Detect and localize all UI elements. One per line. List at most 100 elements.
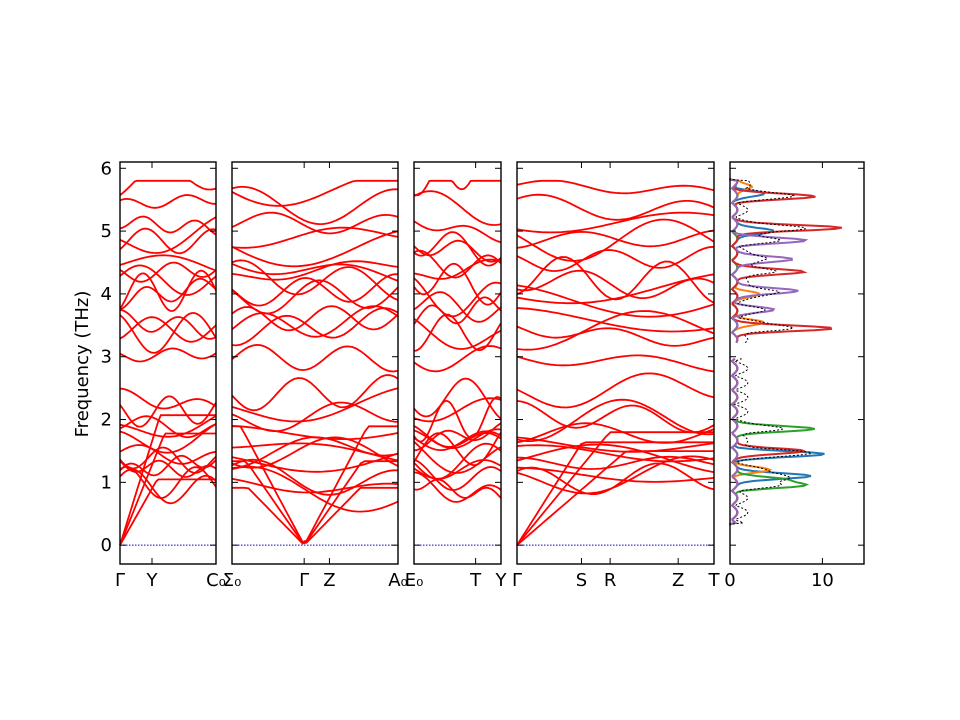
band-line xyxy=(516,422,715,444)
band-line xyxy=(231,185,398,226)
band-line xyxy=(413,422,502,452)
band-line xyxy=(119,179,217,196)
band-panel-frame xyxy=(231,161,399,565)
band-line xyxy=(516,444,715,463)
band-line xyxy=(119,261,217,283)
band-line xyxy=(119,395,217,428)
band-line xyxy=(119,316,217,343)
band-line xyxy=(231,343,399,373)
band-line xyxy=(119,446,217,474)
band-line xyxy=(231,211,399,235)
band-panel-frame xyxy=(516,161,715,565)
band-line xyxy=(119,415,217,438)
k-point-label: Z xyxy=(323,570,335,591)
dos-partial-line xyxy=(729,357,815,526)
band-line xyxy=(413,231,502,267)
band-panel-frame xyxy=(413,161,502,565)
band-line xyxy=(516,450,714,546)
dos-partial-line xyxy=(729,178,766,344)
band-line xyxy=(413,296,502,325)
k-point-label: S xyxy=(576,570,587,591)
dos-partial-line xyxy=(729,357,739,526)
dos-panel-frame xyxy=(729,161,865,565)
band-line xyxy=(516,354,715,373)
band-line xyxy=(231,452,399,473)
band-line xyxy=(119,468,217,505)
panel-frames xyxy=(119,161,865,565)
band-line xyxy=(231,305,399,338)
dos-lines xyxy=(729,178,842,526)
band-line xyxy=(516,436,715,453)
band-line xyxy=(516,269,715,300)
band-line xyxy=(231,260,399,281)
band-line xyxy=(231,477,399,494)
band-line xyxy=(413,471,502,503)
band-line xyxy=(119,423,217,454)
band-line xyxy=(232,486,398,545)
y-tick-label: 2 xyxy=(101,410,112,431)
y-tick-label: 3 xyxy=(101,347,112,368)
y-tick-label: 6 xyxy=(101,158,112,179)
band-line xyxy=(231,263,399,282)
band-line xyxy=(231,179,398,207)
dos-x-tick-label: 10 xyxy=(811,570,834,591)
band-line xyxy=(231,425,399,441)
band-line xyxy=(119,414,216,546)
y-tick-label: 0 xyxy=(101,535,112,556)
band-line xyxy=(119,312,217,354)
band-line xyxy=(516,325,715,347)
k-point-label: Y xyxy=(146,570,159,591)
band-line xyxy=(119,215,217,236)
axis-ticks xyxy=(119,162,864,564)
band-line xyxy=(231,230,399,268)
band-line xyxy=(516,193,715,221)
band-line xyxy=(516,400,715,434)
dos-partial-line xyxy=(729,178,809,344)
band-line xyxy=(232,460,398,544)
band-line xyxy=(231,442,399,462)
band-line xyxy=(231,401,399,433)
band-line xyxy=(516,462,715,496)
band-line xyxy=(119,444,217,465)
band-line xyxy=(231,387,399,423)
band-line xyxy=(119,216,217,254)
band-line xyxy=(516,310,715,351)
band-line xyxy=(232,425,398,544)
band-line xyxy=(119,478,216,546)
band-lines xyxy=(119,179,715,546)
band-line xyxy=(516,229,715,249)
band-line xyxy=(516,307,715,333)
k-point-label: C₀ xyxy=(206,570,226,591)
band-line xyxy=(516,398,715,443)
band-line xyxy=(119,347,217,363)
band-line xyxy=(413,345,502,373)
band-line xyxy=(119,459,217,478)
band-line xyxy=(413,432,502,467)
band-line xyxy=(119,269,217,312)
band-line xyxy=(119,277,217,311)
dos-x-tick-label: 0 xyxy=(724,570,735,591)
band-line xyxy=(413,442,502,480)
band-line xyxy=(413,277,502,318)
band-line xyxy=(413,190,502,226)
band-line xyxy=(231,279,399,315)
band-line xyxy=(516,441,714,546)
band-line xyxy=(119,254,217,272)
band-line xyxy=(119,415,217,439)
k-point-label: T xyxy=(469,570,482,591)
band-line xyxy=(413,179,501,197)
band-line xyxy=(413,239,502,263)
band-line xyxy=(516,218,715,262)
band-line xyxy=(516,284,715,318)
k-point-label: Γ xyxy=(115,570,125,591)
band-line xyxy=(231,259,399,301)
band-line xyxy=(516,455,715,470)
band-line xyxy=(413,220,502,244)
band-line xyxy=(413,291,502,323)
band-line xyxy=(119,387,217,410)
dos-partial-line xyxy=(729,357,825,526)
band-line xyxy=(119,194,217,209)
k-point-label: Σ₀ xyxy=(223,570,242,591)
band-line xyxy=(413,478,502,499)
